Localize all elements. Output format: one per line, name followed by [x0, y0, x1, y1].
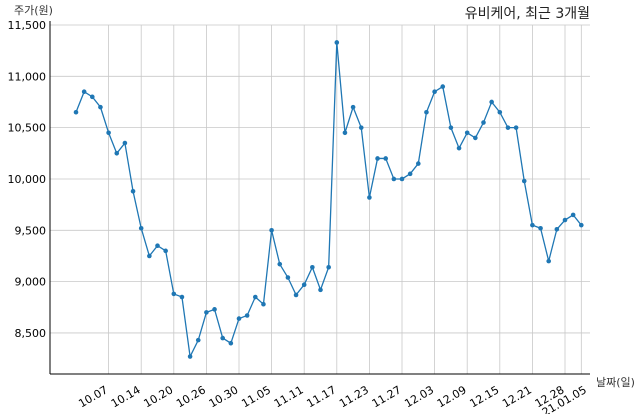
data-point [546, 258, 551, 264]
data-point [530, 222, 535, 228]
y-tick-label: 8,500 [15, 327, 47, 340]
axes: 8,500 9,000 9,500 10,000 10,500 11,000 11,500 1… [8, 19, 590, 414]
y-tick-label: 10,000 [8, 173, 47, 186]
data-point [310, 264, 315, 270]
data-point [195, 337, 201, 343]
y-tick-label: 11,500 [8, 19, 47, 32]
data-point [579, 222, 584, 228]
data-point [220, 335, 225, 341]
data-point [440, 84, 446, 89]
data-point [73, 109, 79, 115]
data-point [163, 248, 168, 254]
data-point [318, 287, 323, 293]
data-point [179, 294, 185, 300]
x-tick-label: 10.20 [142, 383, 176, 410]
data-point [293, 292, 299, 298]
series-line [75, 42, 582, 359]
x-axis-label: 날짜(일) [596, 375, 635, 389]
chart-title: 유비케어, 최근 3개월 [465, 6, 590, 22]
data-point [448, 125, 454, 130]
data-point [391, 176, 397, 182]
data-point [489, 99, 494, 105]
x-tick-label: 11.23 [337, 383, 371, 410]
data-point [228, 340, 234, 346]
data-point [416, 161, 421, 166]
x-tick-label: 12.03 [402, 383, 436, 410]
data-point [432, 89, 437, 95]
y-tick-label: 9,000 [15, 276, 47, 289]
data-point [106, 130, 111, 136]
y-tick-label: 11,000 [8, 70, 47, 83]
data-point [350, 104, 356, 110]
data-point [473, 135, 478, 141]
grid [50, 24, 590, 374]
data-point [138, 225, 144, 231]
data-point [407, 171, 413, 177]
data-point [212, 307, 217, 312]
x-tick-label: 12.15 [468, 383, 502, 410]
data-point [98, 104, 103, 110]
data-point [367, 195, 372, 200]
data-point [81, 89, 87, 95]
data-point [521, 178, 527, 184]
x-tick-label: 10.30 [207, 383, 241, 410]
data-point [464, 130, 470, 136]
data-point [554, 226, 560, 232]
data-point [481, 120, 486, 125]
data-point [562, 217, 568, 223]
data-point [375, 156, 380, 161]
data-point [513, 125, 519, 130]
data-point [505, 125, 511, 130]
data-point [456, 145, 462, 151]
x-tick-label: 11.11 [272, 383, 306, 410]
data-point [269, 227, 274, 233]
data-point [114, 151, 120, 156]
y-tick-label: 10,500 [8, 122, 47, 135]
x-tick-label: 10.07 [76, 383, 110, 410]
data-point [261, 301, 266, 307]
x-tick-label: 11.05 [239, 383, 273, 410]
data-point [497, 109, 503, 115]
x-tick-label: 12.21 [500, 383, 534, 410]
data-point [334, 40, 340, 45]
data-point [538, 225, 543, 231]
data-point [326, 264, 331, 270]
data-point [399, 176, 405, 182]
x-tick-label: 10.26 [174, 383, 208, 410]
data-point [147, 253, 152, 259]
data-point [253, 294, 258, 300]
data-point [130, 188, 136, 194]
x-tick-label: 10.14 [109, 383, 143, 410]
data-point [570, 212, 576, 218]
data-point [285, 275, 291, 280]
labels: 유비케어, 최근 3개월 주가(원) 날짜(일) [14, 4, 635, 389]
data-point [383, 156, 389, 161]
series-layer [73, 40, 584, 359]
x-tick-label: 11.17 [305, 383, 339, 410]
data-point [236, 316, 242, 321]
x-tick-label: 12.09 [435, 383, 469, 410]
data-point [277, 261, 283, 267]
data-point [187, 354, 193, 359]
y-tick-label: 9,500 [15, 224, 47, 237]
data-point [204, 310, 209, 315]
data-point [171, 291, 177, 297]
x-tick-label: 11.27 [370, 383, 404, 410]
data-point [358, 125, 364, 130]
data-point [342, 130, 348, 136]
y-axis-label: 주가(원) [14, 4, 53, 17]
data-point [90, 94, 95, 100]
data-point [424, 109, 429, 115]
data-point [244, 313, 250, 318]
data-point [122, 140, 128, 146]
data-point [155, 243, 160, 248]
data-point [301, 282, 307, 287]
